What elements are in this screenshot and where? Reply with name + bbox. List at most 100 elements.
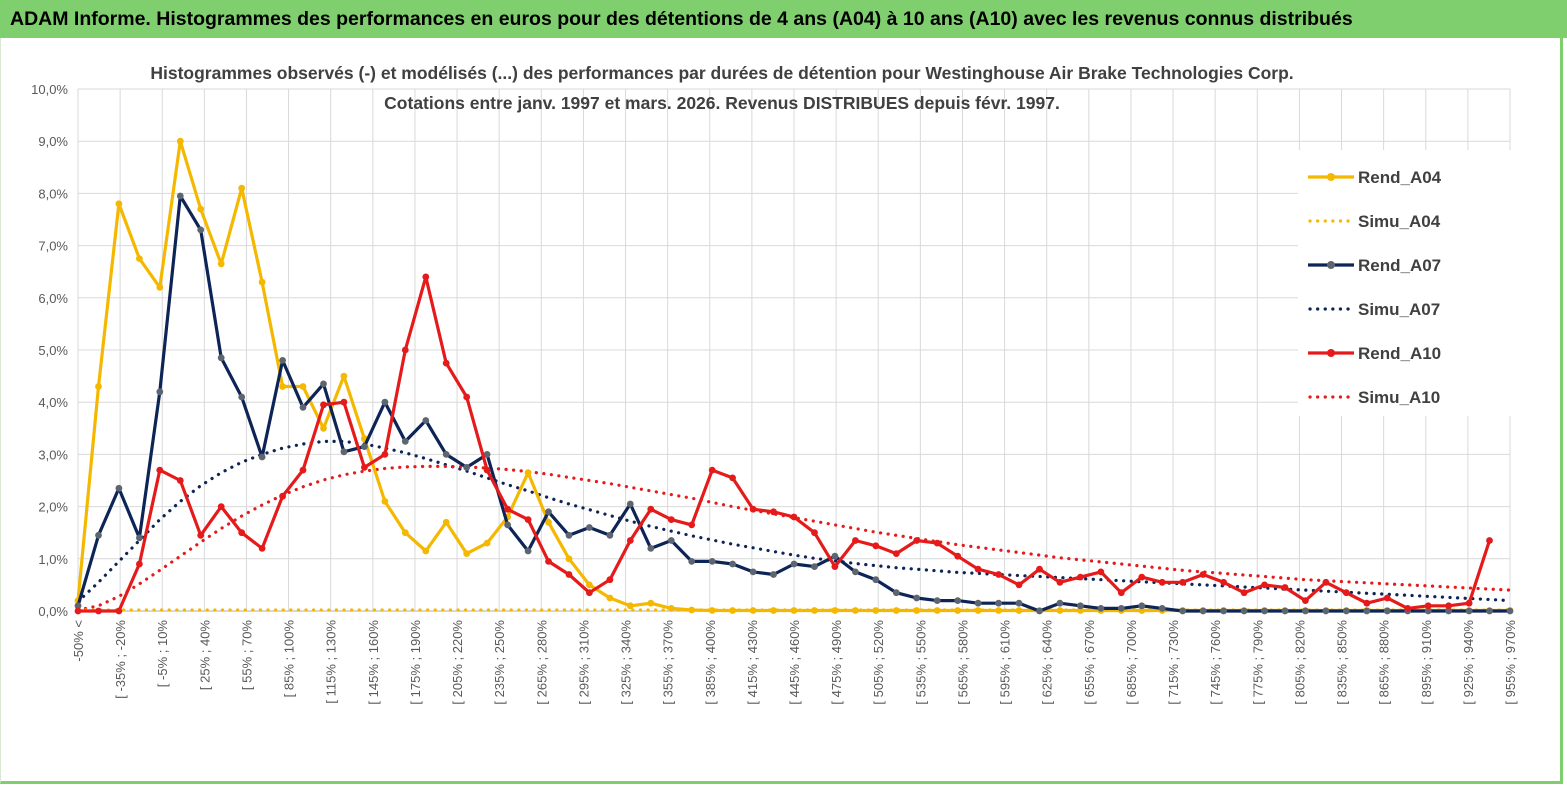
series-rend-a07-point (176, 192, 184, 200)
x-tick-label: [ 625% ; 640% (1040, 620, 1055, 705)
series-rend-a07-point (872, 576, 880, 584)
series-rend-a07-point (749, 568, 757, 576)
series-rend-a04-point (156, 284, 164, 291)
series-rend-a10-point (667, 516, 675, 523)
legend-label-simu-a10[interactable]: Simu_A10 (1358, 388, 1440, 407)
series-rend-a07-point (1281, 607, 1289, 615)
series-rend-a10-point (238, 529, 246, 537)
series-rend-a10-point (913, 537, 921, 544)
series-rend-a04-point (381, 498, 389, 505)
legend-label-rend-a10[interactable]: Rend_A10 (1358, 344, 1441, 363)
series-rend-a04-point (892, 607, 900, 614)
series-rend-a07-point (136, 534, 143, 542)
series-rend-a10-point (811, 529, 818, 537)
x-tick-label: [ 25% ; 40% (197, 620, 212, 691)
x-tick-label: [ 775% ; 790% (1250, 620, 1265, 705)
x-tick-label: [ 85% ; 100% (282, 620, 297, 698)
series-rend-a07-point (197, 226, 205, 234)
series-rend-a10-point (688, 521, 696, 529)
series-rend-a10-point (95, 607, 102, 615)
series-rend-a07-point (1322, 607, 1330, 615)
series-rend-a04-point (729, 607, 736, 614)
series-rend-a07-point (320, 380, 327, 388)
series-rend-a04-point (258, 278, 266, 286)
series-rend-a07-point (667, 537, 675, 544)
series-rend-a07-point (565, 531, 573, 539)
legend[interactable]: Rend_A04 Simu_A04 Rend_A07 Simu_A07 Rend_A10… (1298, 150, 1512, 416)
series-rend-a07-point (1097, 605, 1105, 612)
series-rend-a10-point (1056, 578, 1064, 586)
series-rend-a04-point (238, 184, 246, 192)
x-tick-label: -50% < (71, 620, 86, 662)
series-rend-a07-point (1056, 599, 1064, 607)
series-rend-a10-point (1261, 581, 1268, 589)
series-rend-a10-point (1424, 602, 1432, 610)
legend-label-rend-a04[interactable]: Rend_A04 (1358, 168, 1442, 187)
series-rend-a04-point (770, 607, 777, 614)
series-rend-a07-point (1486, 607, 1493, 615)
series-rend-a10-point (749, 505, 757, 513)
x-tick-label: [ 595% ; 610% (998, 620, 1013, 705)
series-rend-a04-point (136, 255, 143, 262)
series-rend-a04-point (872, 607, 880, 614)
series-rend-a10-point (1465, 599, 1473, 607)
series-rend-a10-point (1117, 589, 1125, 597)
series-rend-a07-point (422, 417, 430, 424)
series-rend-a04-point (422, 547, 430, 555)
series-rend-a10-point (1363, 599, 1371, 607)
legend-label-rend-a07[interactable]: Rend_A07 (1358, 256, 1441, 275)
series-rend-a04-point (545, 518, 552, 526)
series-rend-a07-point (1220, 607, 1227, 615)
x-tick-label: [ 925% ; 940% (1461, 620, 1476, 705)
chart-title-line2: Cotations entre janv. 1997 et mars. 2026… (384, 93, 1060, 113)
series-rend-a10-point (1383, 594, 1391, 602)
series-rend-a10-point (1220, 578, 1227, 586)
y-tick-label: 7,0% (38, 239, 68, 254)
y-tick-label: 4,0% (38, 395, 68, 410)
series-rend-a10-point (586, 589, 593, 597)
series-rend-a07-point (1077, 602, 1084, 610)
chart-frame (0, 38, 1563, 784)
series-rend-a10-point (74, 607, 82, 615)
legend-label-simu-a04[interactable]: Simu_A04 (1358, 212, 1441, 231)
series-rend-a10-point (381, 451, 389, 458)
series-rend-a04-point (749, 607, 757, 614)
x-tick-label: [ -35% ; -20% (113, 620, 128, 699)
series-simu-a10-line (76, 464, 1512, 612)
series-rend-a10-point (1322, 578, 1330, 586)
series-rend-a10-point (1342, 589, 1350, 597)
series-rend-a10-point (279, 492, 286, 500)
series-rend-a07-point (504, 521, 511, 529)
legend-label-simu-a07[interactable]: Simu_A07 (1358, 300, 1440, 319)
report-title: ADAM Informe. Histogrammes des performan… (10, 8, 1353, 30)
series-rend-a10-point (361, 464, 368, 471)
series-rend-a07-point (913, 594, 921, 602)
series-rend-a04-point (1077, 607, 1084, 614)
x-tick-label: [ 205% ; 220% (450, 620, 465, 705)
series-rend-a07-point (626, 500, 634, 508)
series-rend-a10-point (974, 565, 982, 573)
series-rend-a07-point (1117, 605, 1125, 612)
series-rend-a10-point (954, 552, 962, 560)
series-rend-a04-point (401, 529, 409, 537)
x-tick-label: [ 445% ; 460% (787, 620, 802, 705)
series-rend-a07-point (217, 354, 225, 362)
series-rend-a10-point (401, 346, 409, 354)
x-tick-label: [ 265% ; 280% (534, 620, 549, 705)
series-rend-a07-point (1240, 607, 1248, 615)
x-tick-label: [ 55% ; 70% (239, 620, 254, 691)
series-rend-a07-point (401, 438, 409, 445)
series-rend-a07-point (790, 560, 798, 568)
series-rend-a10-point (463, 393, 471, 401)
y-tick-label: 10,0% (31, 82, 68, 97)
series-rend-a04-point (933, 607, 941, 614)
series-rend-a10-point (1199, 571, 1207, 578)
legend-marker-rend-a04 (1327, 173, 1335, 181)
series-rend-a10-point (1015, 581, 1023, 589)
series-lines (74, 137, 1514, 615)
series-rend-a10-point (831, 563, 839, 570)
x-tick-label: [ 565% ; 580% (955, 620, 970, 705)
series-rend-a04-point (299, 383, 307, 390)
series-rend-a04-point (626, 602, 634, 610)
series-rend-a10-point (872, 542, 880, 550)
